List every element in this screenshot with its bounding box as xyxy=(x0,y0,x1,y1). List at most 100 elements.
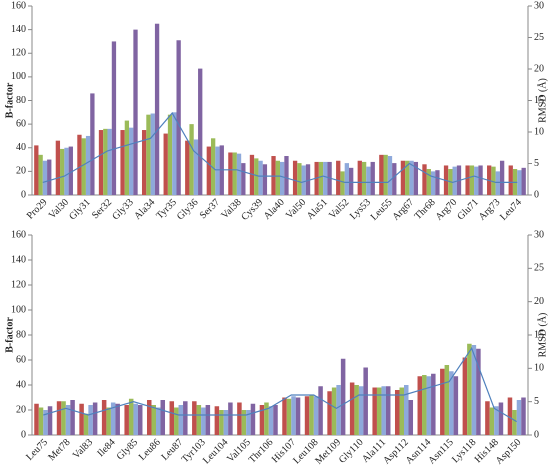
y-tick-label: 60 xyxy=(16,354,26,365)
bar xyxy=(413,161,419,195)
bar xyxy=(81,138,86,195)
bar xyxy=(280,161,285,195)
bar xyxy=(336,160,341,195)
x-tick-label: Asp150 xyxy=(494,437,524,467)
x-tick-label: Tyr35 xyxy=(154,197,179,222)
y-tick-label: 0 xyxy=(21,189,26,200)
bar xyxy=(206,146,211,195)
bar xyxy=(426,376,432,435)
bar xyxy=(249,154,255,195)
y2-tick-label: 0 xyxy=(534,429,539,440)
bar xyxy=(101,400,107,435)
bar xyxy=(128,398,134,435)
y2-tick-label: 30 xyxy=(534,0,544,11)
x-tick-label: Met109 xyxy=(313,437,343,467)
x-tick-label: Lys53 xyxy=(348,197,373,222)
bar xyxy=(103,128,108,195)
bar xyxy=(169,401,175,435)
x-tick-label: Asn115 xyxy=(426,437,456,467)
x-tick-label: Gly110 xyxy=(337,437,366,466)
bar xyxy=(146,114,151,195)
bar xyxy=(453,376,459,435)
bar xyxy=(42,160,48,195)
bar xyxy=(286,398,292,435)
bar xyxy=(305,164,311,195)
bar xyxy=(313,396,319,435)
x-tick-label: Leu75 xyxy=(24,437,50,463)
bar xyxy=(435,170,440,195)
bar xyxy=(494,406,499,435)
bar xyxy=(79,403,84,435)
bar xyxy=(340,358,346,435)
bar xyxy=(254,158,259,195)
bar xyxy=(246,410,251,435)
x-tick-label: Glu71 xyxy=(455,197,480,222)
bar xyxy=(64,147,69,195)
y-tick-label: 120 xyxy=(11,279,26,290)
bar xyxy=(77,134,82,195)
bar xyxy=(476,348,481,435)
y-tick-label: 80 xyxy=(16,95,26,106)
x-tick-label: Gly36 xyxy=(175,197,200,222)
x-tick-label: Leu86 xyxy=(137,437,163,463)
bar xyxy=(106,407,111,435)
x-tick-label: Val52 xyxy=(327,197,351,221)
x-tick-label: Gly85 xyxy=(115,437,140,462)
bar xyxy=(133,29,138,195)
bar xyxy=(201,407,206,435)
y-tick-label: 40 xyxy=(16,379,26,390)
bar xyxy=(219,410,224,435)
bar xyxy=(124,120,130,195)
bar xyxy=(318,386,323,435)
y2-tick-label: 5 xyxy=(534,158,539,169)
bar xyxy=(250,403,256,435)
bar xyxy=(297,163,302,195)
x-tick-label: Arg73 xyxy=(477,197,503,223)
bar xyxy=(417,376,423,435)
bar xyxy=(409,160,414,195)
bar xyxy=(404,385,409,435)
bar xyxy=(444,365,450,435)
bar xyxy=(354,385,359,435)
bar xyxy=(383,154,388,195)
bar xyxy=(55,140,61,195)
x-tick-label: Pro29 xyxy=(25,197,50,222)
x-tick-label: Lys118 xyxy=(450,437,478,465)
x-tick-label: Arg70 xyxy=(434,197,460,223)
bar xyxy=(264,402,269,435)
bar xyxy=(392,163,397,195)
bar xyxy=(431,373,436,435)
bar xyxy=(60,148,65,195)
bar xyxy=(471,345,477,435)
bar xyxy=(387,156,393,195)
y2-tick-label: 25 xyxy=(534,32,544,43)
rmsd-line xyxy=(42,112,518,184)
bar xyxy=(331,387,337,435)
x-tick-label: Cys39 xyxy=(239,197,265,223)
bar xyxy=(349,167,354,195)
bar xyxy=(92,402,98,435)
bar xyxy=(110,402,116,435)
bar xyxy=(521,397,526,435)
bar xyxy=(344,163,350,195)
bar xyxy=(43,410,48,435)
y2-tick-label: 0 xyxy=(534,189,539,200)
bar xyxy=(236,153,242,195)
y-tick-label: 0 xyxy=(21,429,26,440)
bar xyxy=(516,400,522,435)
bar xyxy=(258,160,263,195)
y-tick-label: 100 xyxy=(11,71,26,82)
bar xyxy=(215,146,220,195)
y2-tick-label: 10 xyxy=(534,363,544,374)
y-tick-label: 60 xyxy=(16,118,26,129)
bar xyxy=(129,127,134,195)
y-axis-label: B-factor xyxy=(4,317,15,353)
bar xyxy=(485,401,490,435)
bar xyxy=(241,410,247,435)
bar xyxy=(282,397,287,435)
bar xyxy=(154,23,160,195)
y2-axis-label: RMSD (Å) xyxy=(536,313,548,358)
bar xyxy=(357,160,362,195)
bar xyxy=(292,160,298,195)
